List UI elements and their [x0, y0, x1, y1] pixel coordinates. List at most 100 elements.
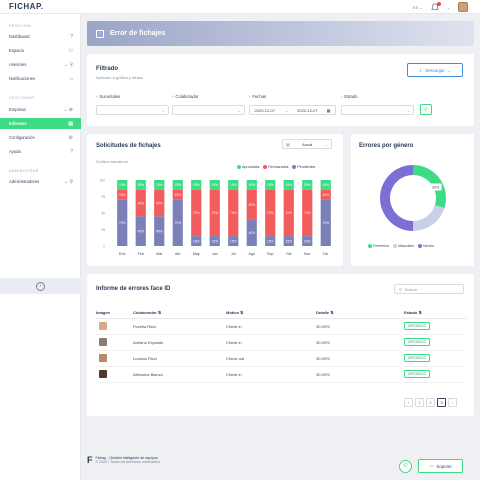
download-button[interactable]: ⇩ Descargar ⌄	[407, 63, 463, 77]
date-to[interactable]: 2020-12-07	[297, 107, 318, 113]
row-motivo: Check in	[226, 334, 316, 351]
bar-segment-aprobadas[interactable]	[246, 180, 257, 190]
bar-segment-pendientes[interactable]	[154, 216, 165, 246]
x-tick-label: Ene	[119, 252, 125, 256]
sidebar-item-espacio[interactable]: Espacio ⚇	[9, 47, 73, 54]
bar-data-label: 15%	[212, 239, 219, 243]
search-button[interactable]: ⚲	[420, 104, 432, 115]
bar-segment-aprobadas[interactable]	[135, 180, 146, 190]
bar-segment-aprobadas[interactable]	[302, 180, 313, 190]
whatsapp-button[interactable]: ✆	[399, 460, 412, 473]
user-add-icon: ⌄ ⚲	[63, 61, 73, 68]
bar-segment-rechazadas[interactable]	[302, 189, 313, 237]
collapse-sidebar-button[interactable]: ‹	[36, 281, 45, 291]
chevron-right-icon: ›	[341, 94, 343, 99]
sidebar-item-informes[interactable]: Informes ▤	[0, 118, 81, 129]
sidebar-item-administradores[interactable]: Administradores ⌄ ⚲	[9, 178, 73, 185]
bar-segment-rechazadas[interactable]	[135, 189, 146, 217]
page-1-button[interactable]: 1	[415, 398, 424, 407]
x-tick-label: Oct	[286, 252, 292, 256]
bar-segment-pendientes[interactable]	[172, 199, 183, 246]
bar-data-label: 15%	[193, 239, 200, 243]
table-row[interactable]: Fiorella Ricci Check in 30.00% APROBADO	[96, 318, 466, 335]
chart-icon: ▤	[68, 120, 73, 127]
chevron-down-icon[interactable]: ⌄	[446, 4, 450, 10]
date-from[interactable]: 2020-12-07	[254, 107, 275, 113]
sidebar-item-notificaciones[interactable]: Notificaciones ⌂	[9, 75, 73, 82]
bar-segment-pendientes[interactable]	[320, 199, 331, 246]
bell-icon[interactable]	[430, 2, 441, 11]
sucursales-select[interactable]: ⌄	[96, 105, 169, 115]
bar-segment-rechazadas[interactable]	[246, 189, 257, 220]
table-row[interactable]: Adriano Expósito Check in 30.00% APROBAD…	[96, 334, 466, 351]
bar-segment-pendientes[interactable]	[246, 219, 257, 246]
bar-segment-pendientes[interactable]	[117, 199, 128, 246]
bar-segment-aprobadas[interactable]	[154, 180, 165, 190]
donut-legend: Femenino Masculino Neutro	[368, 244, 434, 249]
sidebar-item-asesores[interactable]: Asesores ⌄ ⚲	[9, 61, 73, 68]
bar-segment-pendientes[interactable]	[209, 236, 220, 246]
table-row[interactable]: Alfonsina Blanco Check in 30.00% APROBAD…	[96, 366, 466, 383]
col-imagen[interactable]: Imagen	[96, 307, 133, 319]
sidebar-item-empresa[interactable]: Empresa ⌄ ⊕	[9, 106, 73, 113]
col-estado[interactable]: Estado ⇅	[404, 307, 466, 319]
user-avatar[interactable]	[458, 2, 468, 12]
bar-segment-rechazadas[interactable]	[265, 189, 276, 237]
page-2-button[interactable]: 2	[426, 398, 435, 407]
bar-segment-pendientes[interactable]	[265, 236, 276, 246]
row-colaborador: Alfonsina Blanco	[133, 366, 226, 383]
row-detalle: 30.00%	[316, 334, 404, 351]
period-select[interactable]: ▦ Anual ⌄	[282, 139, 332, 149]
col-detalle[interactable]: Detalle ⇅	[316, 307, 404, 319]
bar-segment-pendientes[interactable]	[228, 236, 239, 246]
calendar-icon: ▦	[326, 107, 331, 113]
sidebar-item-ayuda[interactable]: Ayuda?	[9, 148, 73, 155]
bar-segment-pendientes[interactable]	[191, 236, 202, 246]
bar-segment-rechazadas[interactable]	[117, 189, 128, 200]
next-page-button[interactable]: ›	[448, 398, 457, 407]
back-button[interactable]: ‹	[96, 29, 104, 38]
language-select[interactable]: ES ⌄	[412, 4, 423, 10]
bar-segment-aprobadas[interactable]	[320, 180, 331, 190]
bar-segment-aprobadas[interactable]	[191, 180, 202, 190]
bar-segment-pendientes[interactable]	[283, 236, 294, 246]
donut-slice-neutro[interactable]	[380, 165, 413, 231]
bar-segment-aprobadas[interactable]	[283, 180, 294, 190]
sidebar-section-gestionar: GESTIONAR	[9, 96, 35, 100]
colaborador-select[interactable]: ⌄	[172, 105, 245, 115]
status-badge: APROBADO	[404, 354, 431, 362]
support-button[interactable]: ▭ Soporte	[418, 459, 463, 473]
bar-segment-rechazadas[interactable]	[209, 189, 220, 237]
search-input[interactable]: ⚲ Buscar	[394, 284, 464, 294]
donut-slice-masculino[interactable]	[413, 205, 445, 231]
sidebar-item-configuracion[interactable]: Configuración ⚙	[9, 134, 73, 141]
bar-segment-pendientes[interactable]	[135, 216, 146, 246]
col-motivo[interactable]: Motivo ⇅	[226, 307, 316, 319]
col-colaborador[interactable]: Colaborador ⇅	[133, 307, 226, 319]
estado-select[interactable]: ⌄	[341, 105, 414, 115]
fichap-logo[interactable]: FICHAP.	[9, 2, 44, 11]
prev-page-button[interactable]: ‹	[404, 398, 413, 407]
bar-data-label: 15%	[249, 183, 256, 187]
status-badge: APROBADO	[404, 370, 431, 378]
bar-segment-pendientes[interactable]	[302, 236, 313, 246]
date-range-picker[interactable]: 2020-12-07 → 2020-12-07 ▦	[249, 105, 336, 115]
bar-segment-rechazadas[interactable]	[172, 189, 183, 200]
bar-segment-aprobadas[interactable]	[117, 180, 128, 190]
sidebar-item-dashboard[interactable]: Dashboard?	[9, 33, 73, 40]
page-3-button[interactable]: 3	[437, 398, 446, 407]
row-colaborador: Luciano Ricci	[133, 350, 226, 367]
bar-data-label: 15%	[175, 193, 182, 197]
table-row[interactable]: Luciano Ricci Check out 30.00% APROBADO	[96, 350, 466, 367]
bar-segment-aprobadas[interactable]	[209, 180, 220, 190]
bar-segment-aprobadas[interactable]	[228, 180, 239, 190]
donut-slice-femenino[interactable]	[413, 165, 446, 209]
bar-data-label: 45%	[156, 229, 163, 233]
bar-segment-aprobadas[interactable]	[172, 180, 183, 190]
bar-segment-rechazadas[interactable]	[283, 189, 294, 237]
bar-segment-rechazadas[interactable]	[228, 189, 239, 237]
bar-segment-rechazadas[interactable]	[191, 189, 202, 237]
bar-segment-rechazadas[interactable]	[154, 189, 165, 217]
bar-segment-aprobadas[interactable]	[265, 180, 276, 190]
bar-segment-rechazadas[interactable]	[320, 189, 331, 200]
